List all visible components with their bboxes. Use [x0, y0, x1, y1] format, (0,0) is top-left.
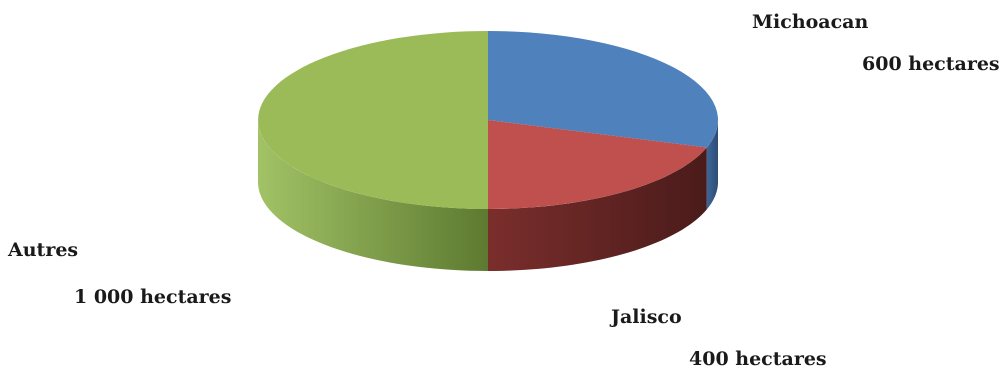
pie-side-autres: [258, 120, 488, 271]
slice-value-autres: 1 000 hectares: [74, 286, 231, 308]
slice-label-jalisco: Jalisco: [609, 306, 682, 328]
pie-slice-michoacan: [488, 31, 718, 148]
slice-label-autres: Autres: [7, 239, 78, 261]
pie-slice-autres: [258, 31, 488, 209]
slice-label-michoacan: Michoacan: [752, 11, 868, 33]
pie-tops: [258, 31, 718, 209]
pie-sides: [258, 120, 718, 271]
pie-labels: Michoacan 600 hectares Jalisco 400 hecta…: [7, 11, 1000, 370]
pie-side-jalisco: [488, 147, 707, 271]
slice-value-michoacan: 600 hectares: [862, 53, 1000, 75]
pie-slice-jalisco: [488, 120, 707, 209]
pie-side-michoacan: [706, 120, 718, 210]
slice-value-jalisco: 400 hectares: [689, 348, 827, 370]
